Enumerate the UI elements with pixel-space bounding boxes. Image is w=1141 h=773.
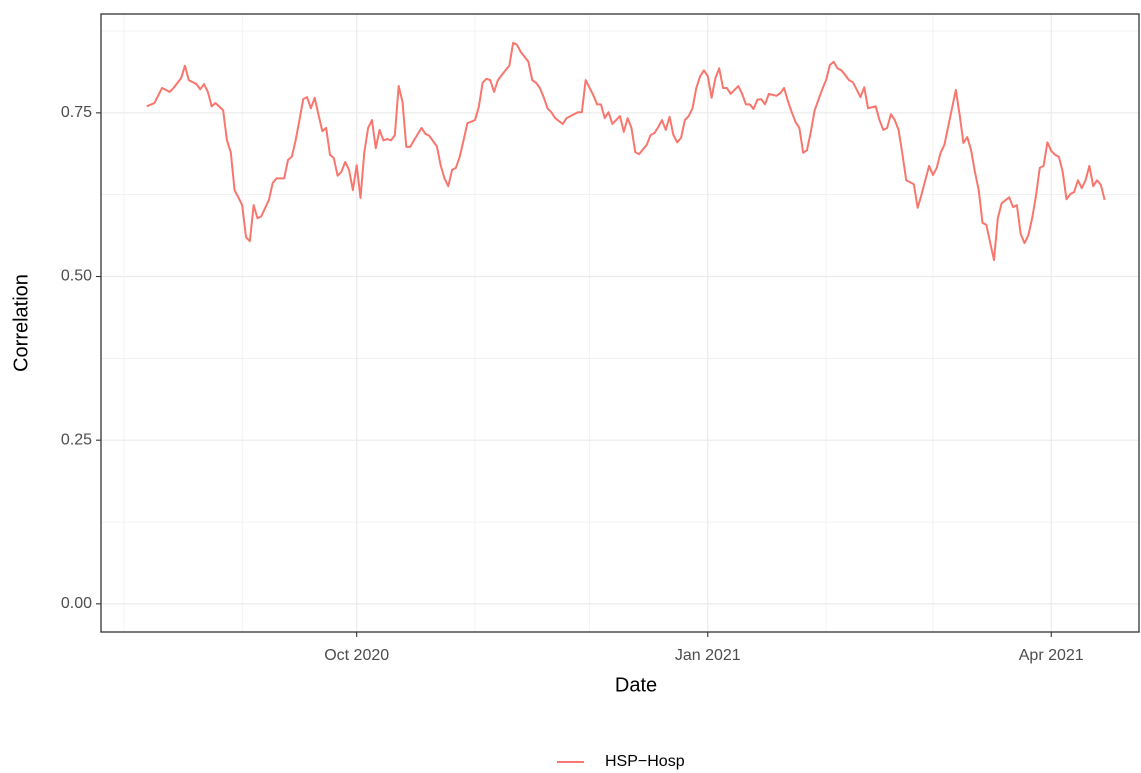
panel-border: [100, 13, 1140, 633]
data-line: [146, 41, 1106, 262]
y-tick-label: 0.75: [61, 104, 92, 121]
y-tick-label: 0.00: [61, 595, 92, 612]
y-axis-title: Correlation: [10, 274, 32, 372]
x-tick-label: Apr 2021: [1019, 647, 1084, 664]
y-tick-label: 0.50: [61, 268, 92, 285]
y-tick-label: 0.25: [61, 431, 92, 448]
x-tick-label: Oct 2020: [324, 647, 389, 664]
legend-label: HSP−Hosp: [605, 753, 685, 770]
x-tick-label: Jan 2021: [675, 647, 741, 664]
x-axis-title: Date: [615, 674, 657, 696]
